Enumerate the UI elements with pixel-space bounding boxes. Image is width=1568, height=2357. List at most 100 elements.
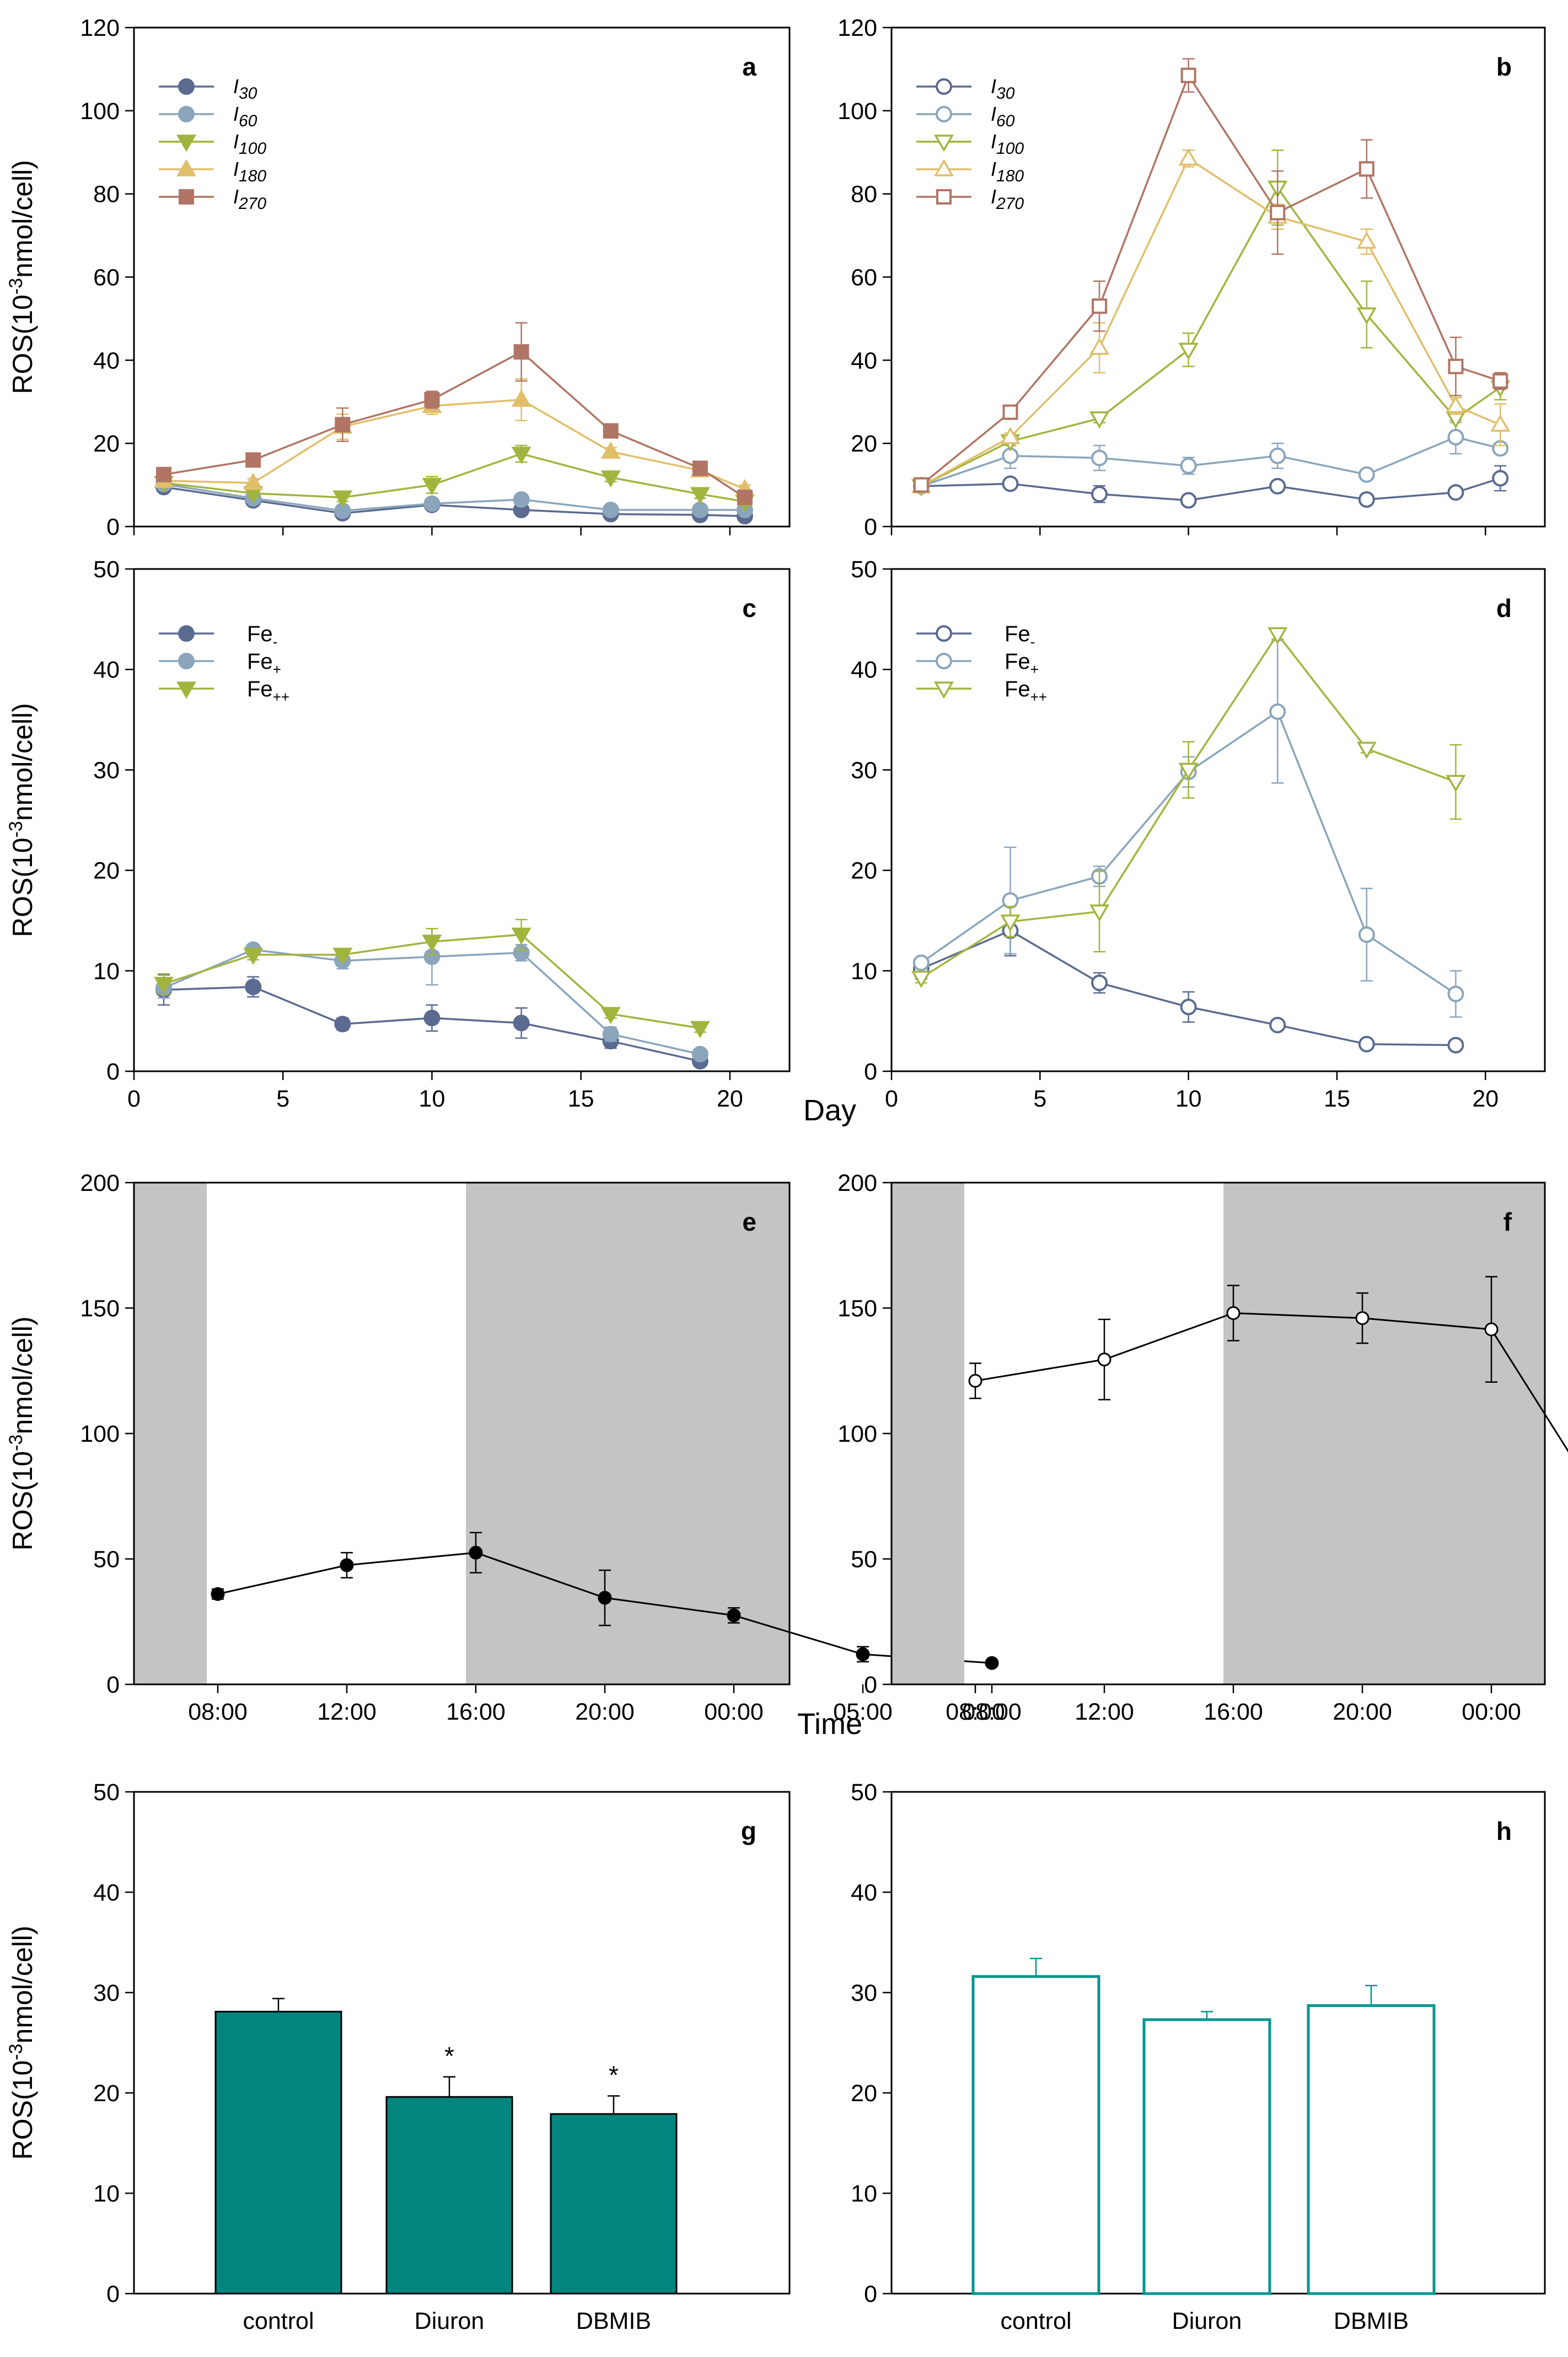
y-tick-label: 200	[80, 1170, 120, 1196]
y-tick-label: 0	[864, 1059, 877, 1085]
data-point	[1091, 449, 1108, 466]
data-point	[1446, 395, 1466, 414]
series-ros	[211, 1532, 999, 1670]
y-tick-label: 30	[851, 757, 877, 783]
legend-marker	[178, 78, 195, 95]
data-point	[1356, 231, 1377, 249]
data-point	[602, 501, 619, 518]
legend: Fe-Fe+Fe++	[159, 622, 289, 705]
data-point	[1178, 763, 1199, 780]
data-point	[245, 978, 262, 995]
dark-period-shade	[892, 1183, 964, 1684]
legend-marker	[176, 681, 197, 699]
data-point	[598, 1591, 612, 1605]
x-tick-label: 10	[419, 1086, 445, 1112]
error-bar	[1030, 1957, 1042, 1978]
series-feplusplus	[911, 627, 1466, 989]
x-tick-label: control	[243, 2308, 314, 2334]
legend-item: Fe+	[916, 649, 1039, 678]
legend-item: I100	[916, 130, 1024, 158]
y-tick-label: 0	[106, 1672, 120, 1698]
data-point	[1447, 985, 1464, 1002]
panel-letter: b	[1496, 52, 1512, 81]
dark-period-shade	[1223, 1183, 1545, 1684]
data-point	[1269, 447, 1286, 464]
series-i270	[913, 58, 1508, 493]
y-tick-label: 50	[93, 556, 120, 583]
legend-label: I100	[233, 130, 266, 158]
x-tick-label: control	[1000, 2308, 1071, 2334]
data-point	[600, 441, 621, 459]
data-point	[1091, 486, 1108, 503]
data-point	[422, 477, 442, 496]
data-point	[1089, 904, 1110, 922]
x-tick-label: 12:00	[1075, 1699, 1134, 1725]
data-point	[691, 501, 708, 518]
y-axis-label: ROS(10-3nmol/cell)	[6, 703, 38, 937]
y-tick-label: 100	[80, 1421, 120, 1447]
y-axis: 0 10 20 30 40 50	[851, 1779, 892, 2307]
x-axis: control Diuron DBMIB	[1000, 2308, 1409, 2334]
x-tick-label: Diuron	[415, 2308, 485, 2334]
data-point	[513, 491, 530, 508]
data-point	[1002, 475, 1019, 492]
series-feminus	[155, 974, 708, 1070]
legend-marker	[178, 106, 195, 122]
data-point	[1358, 491, 1375, 508]
panel-letter: e	[742, 1207, 756, 1236]
x-tick-label: 20	[717, 1086, 743, 1112]
legend-item: Fe+	[159, 649, 281, 678]
y-tick-label: 150	[80, 1296, 120, 1322]
x-tick-label: 15	[568, 1086, 594, 1112]
y-tick-label: 20	[93, 2080, 120, 2107]
legend-label: I180	[991, 158, 1024, 185]
legend-marker	[179, 189, 194, 205]
legend-marker	[176, 135, 197, 152]
x-axis	[133, 527, 731, 535]
legend-item: I60	[916, 103, 1015, 130]
data-point	[690, 487, 710, 504]
x-tick-label: 20	[1472, 1086, 1499, 1112]
data-point	[1358, 161, 1374, 177]
y-axis: 0 50 100 150 200	[80, 1170, 134, 1698]
data-point	[1180, 457, 1197, 474]
series-line	[920, 73, 1501, 486]
x-axis: control Diuron DBMIB	[243, 2308, 651, 2334]
series-line	[921, 436, 1501, 487]
y-axis: 0 10 20 30 40 50	[93, 556, 134, 1085]
plot-frame	[890, 568, 1546, 1072]
data-point	[1492, 373, 1508, 389]
series-ros	[968, 1276, 1568, 1453]
data-point	[511, 447, 531, 464]
y-tick-label: 20	[851, 2080, 877, 2107]
y-tick-label: 200	[837, 1170, 877, 1196]
legend-label: I100	[991, 130, 1024, 158]
bar-dbmib	[1307, 2004, 1436, 2295]
error-bar	[1365, 1985, 1377, 2006]
y-tick-label: 50	[851, 1547, 877, 1573]
bar-dbmib	[550, 2113, 678, 2295]
data-point	[1492, 470, 1509, 487]
error-bar	[443, 2076, 455, 2098]
data-point	[911, 970, 931, 989]
data-point	[912, 954, 930, 971]
y-axis: 0 10 20 30 40 50	[93, 1779, 134, 2307]
x-axis: 0 5 10 15 20	[127, 1071, 743, 1112]
data-point	[1268, 627, 1288, 645]
y-tick-label: 0	[106, 1059, 120, 1085]
plot-frame	[133, 26, 791, 528]
y-tick-label: 120	[80, 15, 120, 41]
data-point	[245, 452, 261, 468]
panel-letter: c	[742, 594, 756, 622]
legend-label: Fe+	[247, 649, 281, 678]
x-axis	[890, 527, 1486, 535]
series-line	[164, 399, 745, 490]
data-point	[513, 344, 529, 360]
panel-letter: g	[741, 1817, 756, 1845]
y-tick-label: 80	[93, 181, 120, 208]
y-axis-label: ROS(10-3nmol/cell)	[6, 1317, 38, 1551]
legend-label: Fe+	[1005, 649, 1039, 678]
panel-letter: a	[742, 52, 756, 81]
x-axis: 08:00 12:00 16:00 20:00 00:00 05:00 08:00	[188, 1684, 1022, 1725]
data-point	[1178, 148, 1199, 166]
